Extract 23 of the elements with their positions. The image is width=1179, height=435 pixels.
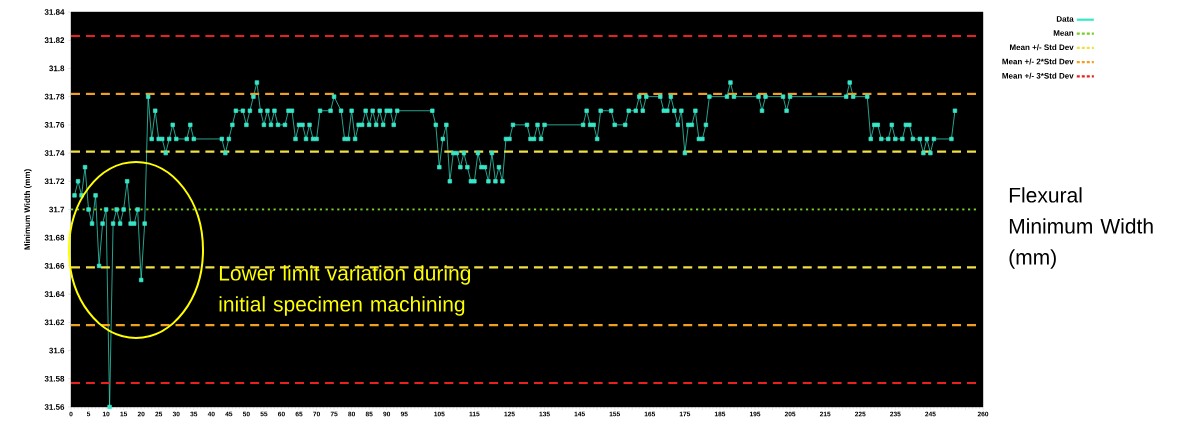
legend-label: Mean +/- 2*Std Dev bbox=[1002, 58, 1074, 65]
y-tick-label: 31.72 bbox=[44, 178, 65, 185]
y-tick-label: 31.62 bbox=[44, 319, 65, 326]
y-tick-label: 31.74 bbox=[44, 150, 65, 156]
annotation: Lower limit variation during initial specimen machining bbox=[219, 265, 471, 316]
legend-label: Mean bbox=[1053, 30, 1074, 36]
y-tick-label: 31.78 bbox=[44, 93, 65, 100]
y-axis-title: Minimum Width (mm) bbox=[24, 169, 32, 250]
y-tick-label: 31.68 bbox=[44, 234, 65, 241]
y-tick-label: 31.6 bbox=[49, 347, 65, 354]
y-tick-label: 31.58 bbox=[44, 375, 65, 382]
y-tick-label: 31.7 bbox=[49, 206, 65, 213]
y-tick-label: 31.76 bbox=[44, 122, 65, 128]
y-tick-label: 31.82 bbox=[44, 37, 65, 44]
legend-label: Mean +/- 3*Std Dev bbox=[1002, 72, 1074, 79]
y-tick-label: 31.66 bbox=[44, 263, 65, 269]
y-tick-label: 31.56 bbox=[44, 404, 65, 410]
text: Flexural Minimum Width (mm) bbox=[1009, 187, 1153, 269]
y-tick-label: 31.84 bbox=[44, 9, 65, 15]
y-tick-label: 31.64 bbox=[44, 291, 65, 297]
legend-label: Mean +/- Std Dev bbox=[1009, 44, 1074, 51]
y-tick-label: 31.8 bbox=[49, 65, 65, 72]
legend-label: Data bbox=[1056, 16, 1074, 22]
